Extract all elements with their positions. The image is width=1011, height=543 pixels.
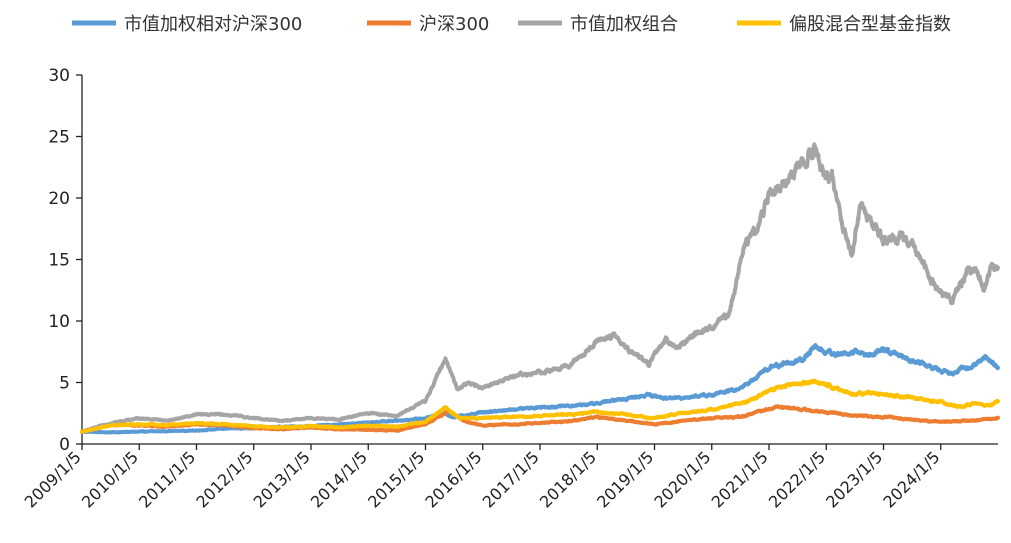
x-tick-label: 2020/1/5	[650, 447, 714, 511]
y-tick-label: 15	[48, 251, 70, 271]
x-tick-label: 2024/1/5	[879, 447, 943, 511]
x-tick-label: 2009/1/5	[21, 447, 85, 511]
y-axis: 0 5 10 15 20 25 30	[48, 66, 83, 455]
y-tick-label: 20	[48, 189, 70, 209]
plot-area	[80, 142, 1000, 435]
x-tick-label: 2014/1/5	[307, 447, 371, 511]
x-tick-label: 2016/1/5	[421, 447, 485, 511]
x-axis: 2009/1/52010/1/52011/1/52012/1/52013/1/5…	[21, 443, 998, 512]
legend-label-3: 偏股混合型基金指数	[789, 14, 951, 35]
legend-label-1: 沪深300	[419, 14, 489, 35]
x-tick-label: 2013/1/5	[250, 447, 314, 511]
y-tick-label: 5	[59, 374, 70, 394]
x-tick-label: 2021/1/5	[708, 447, 772, 511]
x-tick-label: 2018/1/5	[536, 447, 600, 511]
y-tick-label: 0	[59, 435, 70, 455]
legend-label-0: 市值加权相对沪深300	[124, 14, 302, 35]
y-tick-label: 30	[48, 66, 70, 86]
x-tick-label: 2019/1/5	[593, 447, 657, 511]
series-line-2	[80, 142, 1000, 434]
x-tick-label: 2017/1/5	[479, 447, 543, 511]
x-tick-label: 2011/1/5	[135, 447, 199, 511]
y-tick-label: 10	[48, 312, 70, 332]
x-tick-label: 2010/1/5	[78, 447, 142, 511]
y-tick-label: 25	[48, 128, 70, 148]
x-tick-label: 2022/1/5	[765, 447, 829, 511]
x-tick-label: 2015/1/5	[364, 447, 428, 511]
x-tick-label: 2012/1/5	[192, 447, 256, 511]
series-line-3	[80, 378, 1000, 434]
x-tick-label: 2023/1/5	[822, 447, 886, 511]
series-line-0	[80, 343, 1000, 435]
legend: 市值加权相对沪深300 沪深300 市值加权组合 偏股混合型基金指数	[72, 14, 951, 35]
legend-label-2: 市值加权组合	[570, 14, 678, 35]
